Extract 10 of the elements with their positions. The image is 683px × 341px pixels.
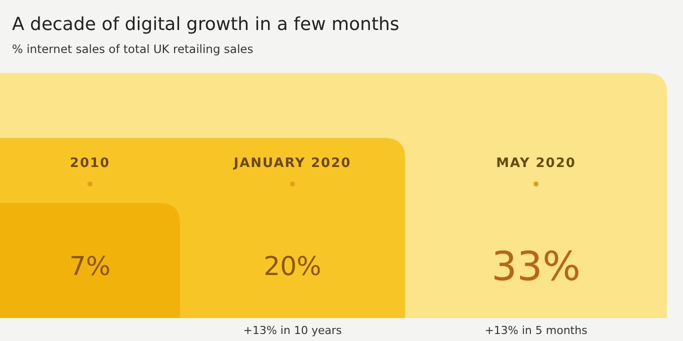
text: % internet sales of total UK retailing sales — [12, 42, 254, 56]
text: +13% in 5 months — [484, 324, 588, 337]
category-label: JANUARY 2020 — [232, 156, 352, 171]
data-label: 20% — [264, 252, 322, 282]
category-label: MAY 2020 — [496, 156, 576, 171]
data-label: 33% — [492, 244, 580, 290]
text: +13% in 10 years — [243, 324, 342, 337]
category-label: 2010 — [70, 156, 110, 171]
data-label: 7% — [69, 252, 111, 282]
text: A decade of digital growth in a few months — [12, 14, 400, 35]
